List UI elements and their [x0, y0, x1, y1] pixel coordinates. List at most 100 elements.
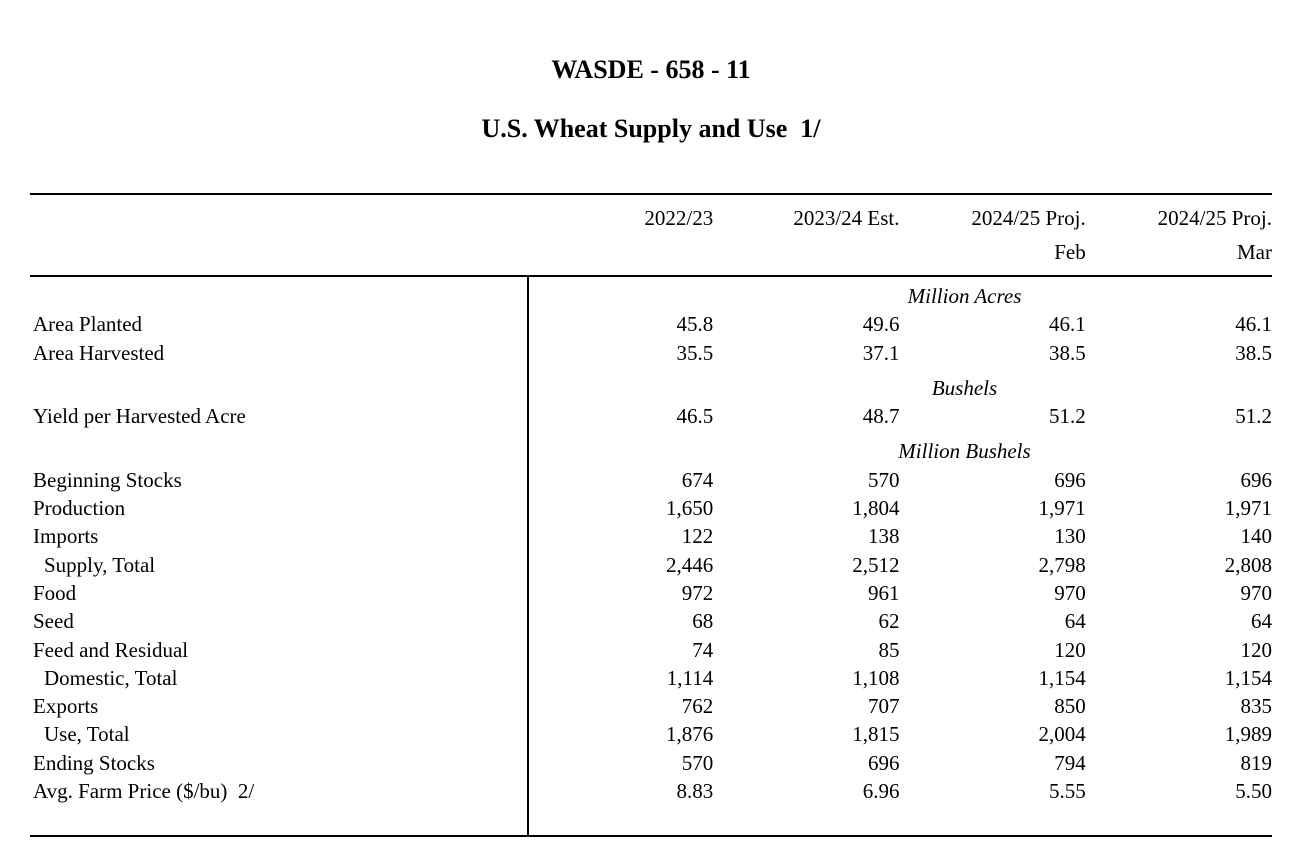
row-label: Use, Total	[44, 722, 130, 747]
value-cell: 972	[681, 580, 714, 605]
unit-label: Million Acres	[907, 284, 1022, 308]
row-label: Feed and Residual	[33, 637, 189, 662]
table-row: Ending Stocks 570 696 794 819	[30, 749, 1272, 777]
row-label: Exports	[33, 694, 99, 719]
value-cell: 1,804	[852, 496, 900, 521]
unit-header-row: Million Bushels	[30, 437, 1272, 465]
value-cell: 140	[1240, 524, 1273, 549]
table-row: Production 1,650 1,804 1,971 1,971	[30, 494, 1272, 522]
value-cell: 37.1	[862, 340, 900, 365]
value-cell: 707	[868, 694, 900, 719]
value-cell: 2,798	[1038, 552, 1086, 577]
unit-header-row: Million Acres	[30, 282, 1272, 310]
value-cell: 1,650	[666, 496, 714, 521]
value-cell: 48.7	[862, 404, 900, 429]
value-cell: 1,971	[1224, 496, 1272, 521]
col-subheader-mar: Mar	[1237, 240, 1272, 264]
col-header-2022-23: 2022/23	[644, 206, 714, 230]
table-row: Supply, Total 2,446 2,512 2,798 2,808	[30, 551, 1272, 579]
col-subheader-2	[713, 235, 899, 269]
value-cell: 835	[1240, 694, 1273, 719]
value-cell: 51.2	[1049, 404, 1086, 429]
table-row: Exports 762 707 850 835	[30, 692, 1272, 720]
value-cell: 1,815	[852, 722, 900, 747]
value-cell: 961	[868, 580, 900, 605]
value-cell: 2,808	[1224, 552, 1272, 577]
row-label: Yield per Harvested Acre	[33, 404, 246, 429]
table-row: Imports 122 138 130 140	[30, 522, 1272, 550]
value-cell: 2,446	[666, 552, 714, 577]
row-label: Production	[33, 496, 126, 521]
value-cell: 696	[868, 750, 900, 775]
row-label-subheader	[30, 235, 527, 269]
value-cell: 64	[1251, 609, 1272, 634]
value-cell: 850	[1054, 694, 1086, 719]
value-cell: 46.5	[676, 404, 714, 429]
table-row: Use, Total 1,876 1,815 2,004 1,989	[30, 720, 1272, 748]
unit-label: Bushels	[931, 375, 998, 400]
row-label: Avg. Farm Price ($/bu) 2/	[33, 779, 255, 804]
row-label: Beginning Stocks	[33, 467, 182, 492]
value-cell: 2,004	[1038, 722, 1086, 747]
table-row: Domestic, Total 1,114 1,108 1,154 1,154	[30, 664, 1272, 692]
value-cell: 1,971	[1038, 496, 1086, 521]
value-cell: 5.55	[1049, 779, 1086, 804]
value-cell: 6.96	[862, 779, 900, 804]
column-divider-line	[527, 277, 529, 837]
col-header-2024-25-proj-mar: 2024/25 Proj.	[1157, 206, 1272, 230]
table-header: 2022/23 2023/24 Est. 2024/25 Proj. 2024/…	[30, 193, 1272, 277]
row-label: Ending Stocks	[33, 750, 155, 775]
table-row: Area Planted 45.8 49.6 46.1 46.1	[30, 310, 1272, 338]
table-row: Feed and Residual 74 85 120 120	[30, 636, 1272, 664]
value-cell: 64	[1064, 609, 1086, 634]
value-cell: 696	[1054, 467, 1086, 492]
value-cell: 38.5	[1235, 340, 1272, 365]
col-subheader-feb: Feb	[1054, 240, 1086, 264]
value-cell: 819	[1240, 750, 1273, 775]
col-header-2024-25-proj-feb: 2024/25 Proj.	[971, 206, 1086, 230]
value-cell: 570	[681, 750, 714, 775]
value-cell: 51.2	[1235, 404, 1272, 429]
value-cell: 122	[681, 524, 714, 549]
table-body: Million Acres Area Planted 45.8 49.6 46.1 46.…	[30, 277, 1272, 837]
table-row: Area Harvested 35.5 37.1 38.5 38.5	[30, 339, 1272, 367]
row-label: Food	[33, 580, 77, 605]
row-label: Imports	[33, 524, 99, 549]
value-cell: 8.83	[676, 779, 714, 804]
value-cell: 1,989	[1224, 722, 1272, 747]
row-label: Seed	[33, 609, 74, 634]
unit-row-label-spacer	[30, 282, 527, 310]
unit-header-row: Bushels	[30, 374, 1272, 402]
value-cell: 794	[1054, 750, 1086, 775]
report-title: WASDE - 658 - 11	[551, 55, 751, 84]
value-cell: 62	[878, 609, 900, 634]
unit-row-label-spacer	[30, 374, 527, 402]
value-cell: 74	[692, 637, 714, 662]
supply-use-table: 2022/23 2023/24 Est. 2024/25 Proj. 2024/…	[30, 193, 1272, 837]
column-header-row: 2022/23 2023/24 Est. 2024/25 Proj. 2024/…	[30, 201, 1272, 235]
row-label: Area Planted	[33, 312, 143, 337]
value-cell: 35.5	[676, 340, 714, 365]
value-cell: 45.8	[676, 312, 714, 337]
table-row: Seed 68 62 64 64	[30, 607, 1272, 635]
value-cell: 2,512	[852, 552, 900, 577]
value-cell: 1,876	[666, 722, 714, 747]
value-cell: 1,154	[1038, 665, 1086, 690]
value-cell: 85	[878, 637, 900, 662]
value-cell: 38.5	[1049, 340, 1086, 365]
value-cell: 5.50	[1235, 779, 1272, 804]
table-row: Avg. Farm Price ($/bu) 2/8.83 6.96 5.55 5.5…	[30, 777, 1272, 805]
value-cell: 970	[1240, 580, 1273, 605]
value-cell: 120	[1240, 637, 1273, 662]
value-cell: 696	[1240, 467, 1273, 492]
table-row: Beginning Stocks 674 570 696 696	[30, 466, 1272, 494]
value-cell: 46.1	[1049, 312, 1086, 337]
value-cell: 970	[1054, 580, 1086, 605]
column-subheader-row: Feb Mar	[30, 235, 1272, 269]
col-subheader-1	[527, 235, 713, 269]
row-label: Supply, Total	[44, 552, 156, 577]
row-label: Area Harvested	[33, 340, 165, 365]
value-cell: 49.6	[862, 312, 900, 337]
row-label-header	[30, 201, 527, 235]
